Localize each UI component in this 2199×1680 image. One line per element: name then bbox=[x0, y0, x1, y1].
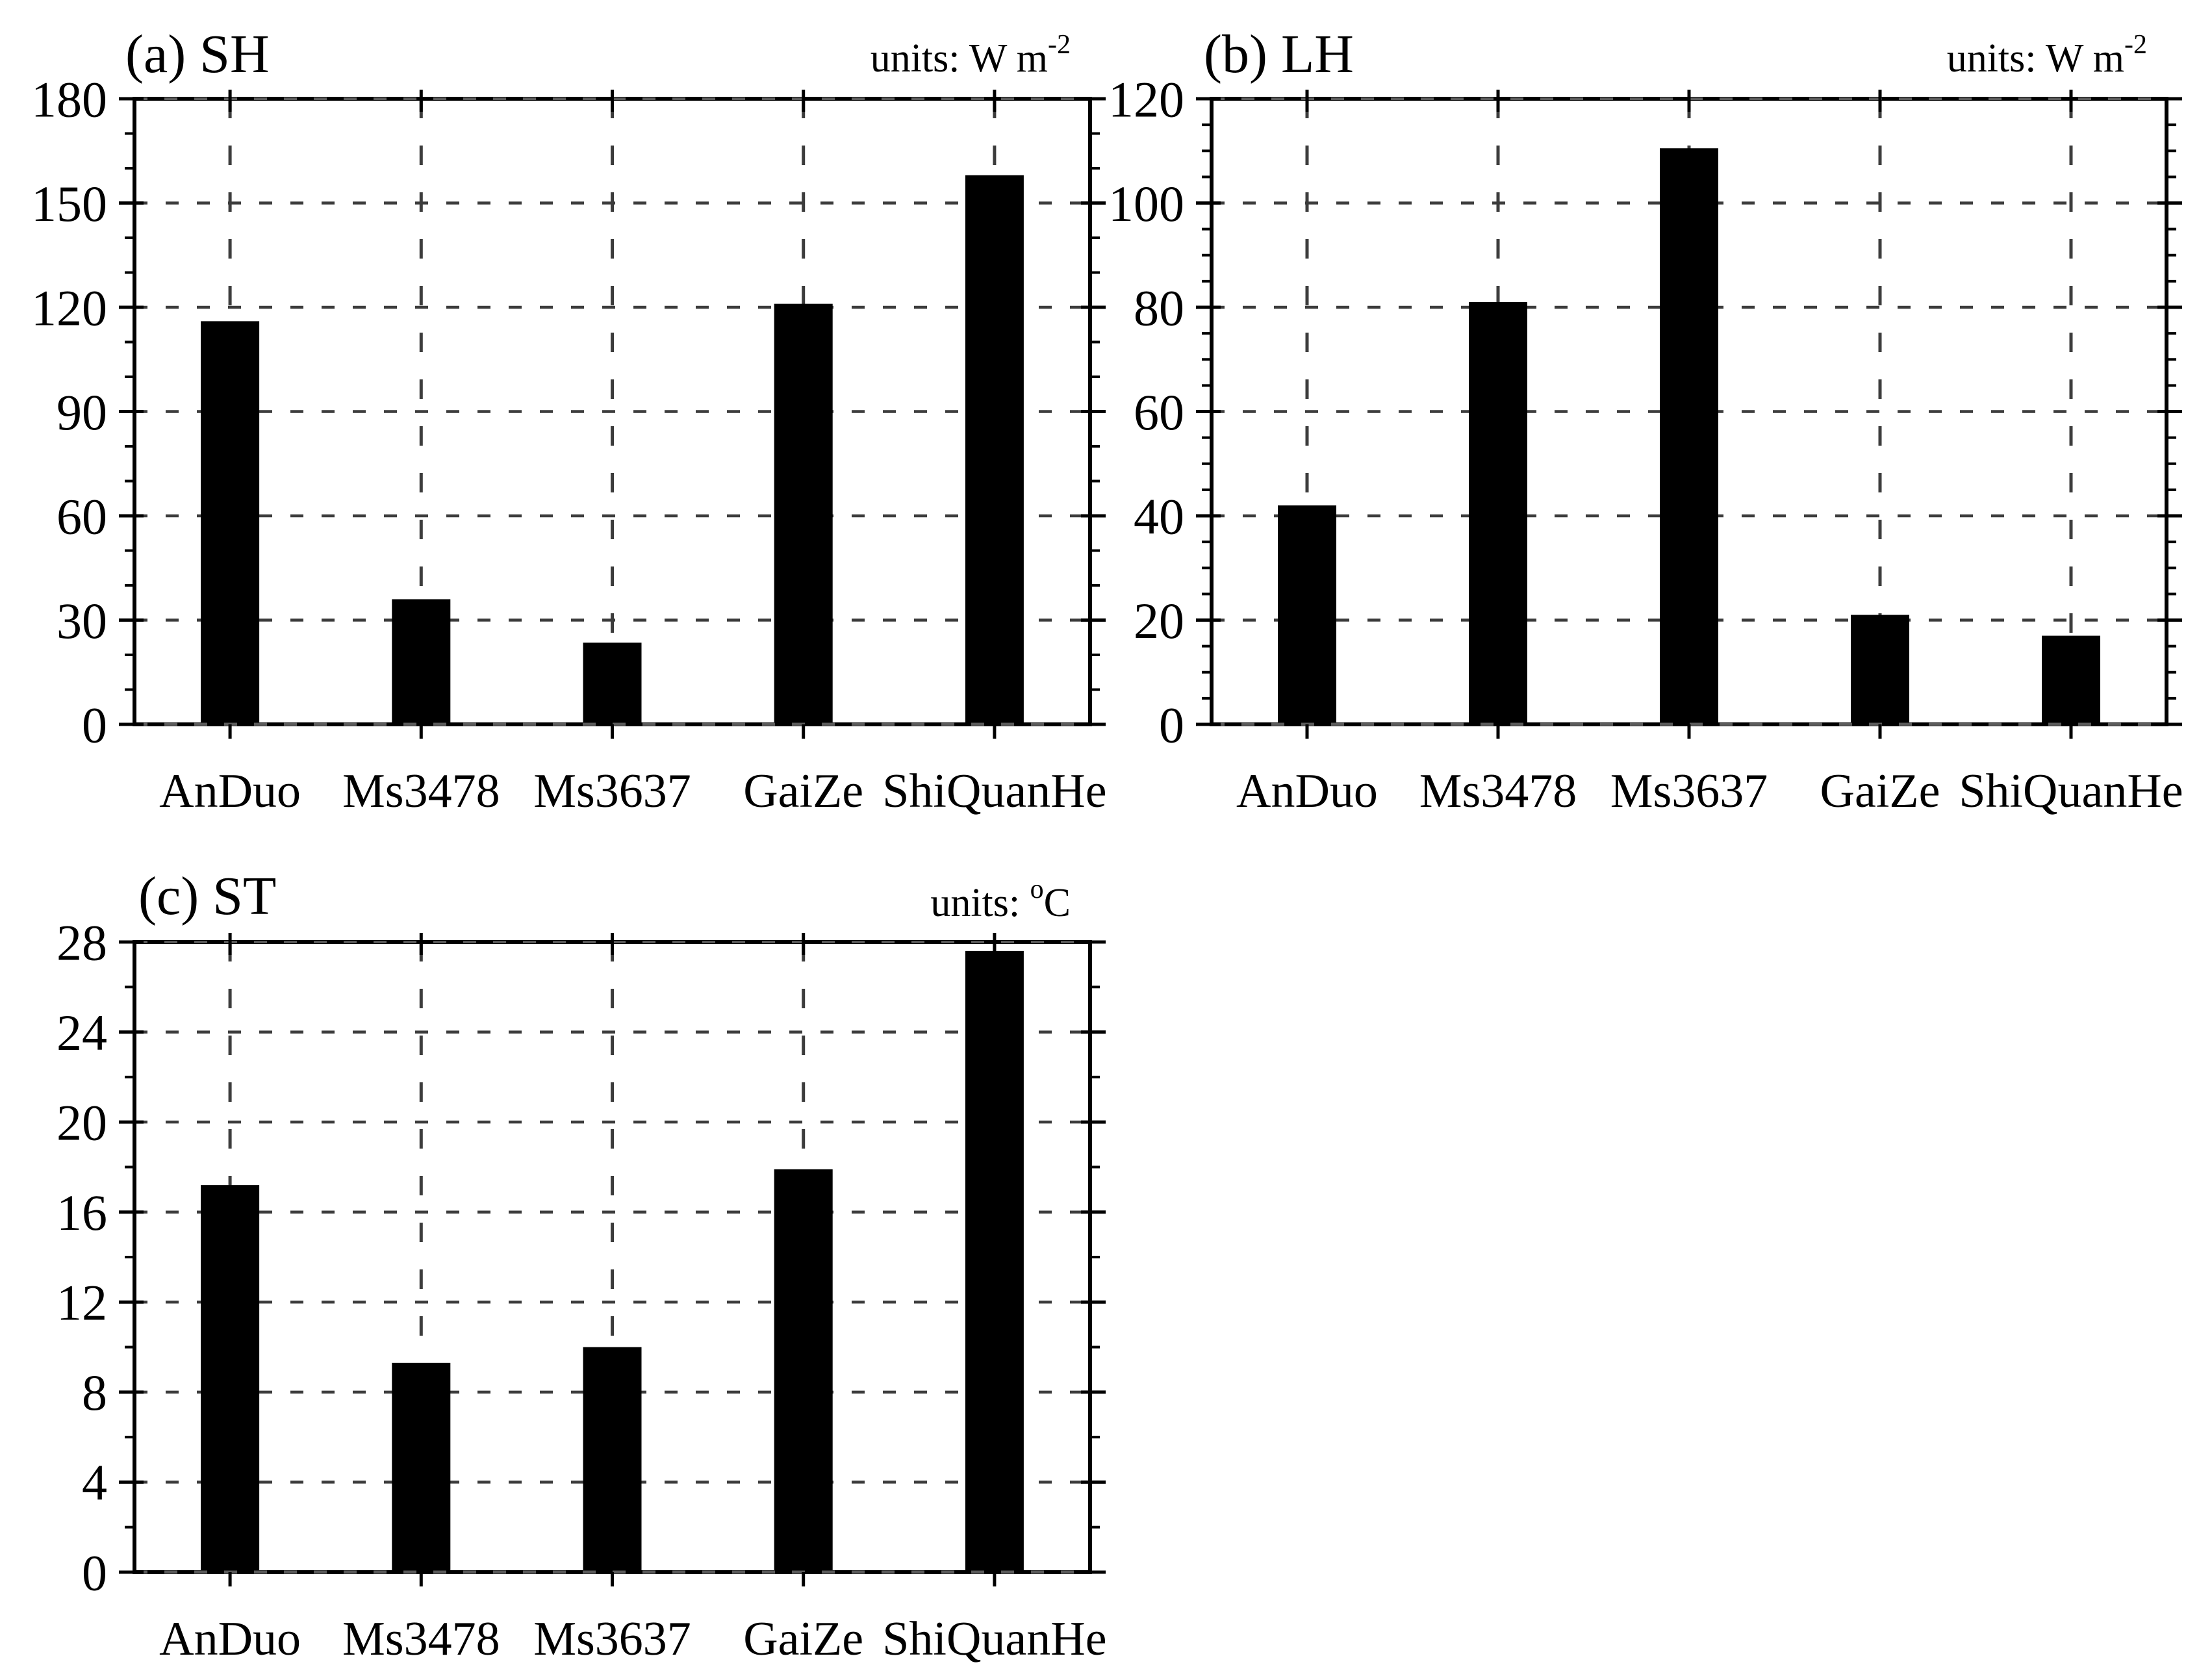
panel-a-units-sup: -2 bbox=[1048, 30, 1071, 60]
cat-label-shiquanhe: ShiQuanHe bbox=[882, 765, 1106, 818]
cat-label-gaize: GaiZe bbox=[1820, 765, 1940, 818]
panel-c-units-main: units: bbox=[930, 881, 1030, 925]
bar-ms3478 bbox=[1469, 301, 1527, 725]
panel-c-units: units: oC bbox=[616, 876, 1071, 928]
ytick-label-60: 60 bbox=[57, 488, 107, 544]
y-tick-labels: 0 4 8 12 16 20 24 28 bbox=[57, 914, 107, 1601]
panel-a-units: units: W m-2 bbox=[616, 31, 1071, 83]
cat-label-ms3637: Ms3637 bbox=[533, 765, 691, 818]
ytick-label-80: 80 bbox=[1134, 279, 1184, 336]
panel-c: 0 4 8 12 16 20 24 28 AnDuo Ms3478 Ms3637 GaiZe ShiQu… bbox=[57, 914, 1107, 1666]
ytick-label-120: 120 bbox=[31, 279, 107, 336]
category-ticks bbox=[228, 933, 997, 1586]
ytick-label-28: 28 bbox=[57, 914, 107, 971]
cat-label-anduo: AnDuo bbox=[159, 765, 301, 818]
y-tick-labels: 0 20 40 60 80 100 120 bbox=[1108, 71, 1184, 753]
ytick-label-0: 0 bbox=[82, 1544, 107, 1601]
panel-b-units: units: W m-2 bbox=[1692, 31, 2147, 83]
cat-label-ms3637: Ms3637 bbox=[533, 1612, 691, 1666]
ytick-label-0: 0 bbox=[1159, 696, 1184, 753]
bars bbox=[201, 950, 1024, 1572]
ytick-label-16: 16 bbox=[57, 1184, 107, 1241]
y-ticks bbox=[119, 940, 1106, 1574]
panel-a-title: (a) SH bbox=[125, 24, 270, 84]
cat-label-gaize: GaiZe bbox=[743, 1612, 863, 1666]
category-labels: AnDuo Ms3478 Ms3637 GaiZe ShiQuanHe bbox=[159, 1612, 1106, 1666]
ytick-label-0: 0 bbox=[82, 696, 107, 753]
ytick-label-8: 8 bbox=[82, 1364, 107, 1421]
ytick-label-150: 150 bbox=[31, 175, 107, 232]
panel-b: 0 20 40 60 80 100 120 AnDuo Ms3478 Ms3637 GaiZe Shi… bbox=[1108, 71, 2183, 818]
ytick-label-180: 180 bbox=[31, 71, 107, 127]
ytick-label-90: 90 bbox=[57, 384, 107, 440]
category-labels: AnDuo Ms3478 Ms3637 GaiZe ShiQuanHe bbox=[1236, 765, 2183, 818]
category-labels: AnDuo Ms3478 Ms3637 GaiZe ShiQuanHe bbox=[159, 765, 1106, 818]
ytick-label-20: 20 bbox=[57, 1094, 107, 1151]
panel-c-units-tail: C bbox=[1043, 881, 1071, 925]
bar-gaize bbox=[774, 303, 833, 724]
bar-anduo bbox=[201, 1185, 260, 1572]
bar-anduo bbox=[1278, 505, 1336, 724]
bar-anduo bbox=[201, 321, 260, 724]
bar-ms3637 bbox=[583, 643, 642, 724]
bars bbox=[1278, 148, 2100, 725]
ytick-label-24: 24 bbox=[57, 1004, 107, 1061]
cat-label-anduo: AnDuo bbox=[159, 1612, 301, 1666]
bar-gaize bbox=[774, 1169, 833, 1572]
cat-label-anduo: AnDuo bbox=[1236, 765, 1378, 818]
ytick-label-60: 60 bbox=[1134, 384, 1184, 440]
bar-ms3478 bbox=[392, 1362, 451, 1572]
cat-label-gaize: GaiZe bbox=[743, 765, 863, 818]
panel-c-units-sup: o bbox=[1030, 874, 1044, 904]
ytick-label-20: 20 bbox=[1134, 592, 1184, 649]
cat-label-shiquanhe: ShiQuanHe bbox=[882, 1612, 1106, 1666]
panel-b-units-main: units: W m bbox=[1946, 36, 2124, 81]
category-ticks bbox=[228, 90, 997, 739]
bar-ms3637 bbox=[1660, 148, 1718, 725]
cat-label-ms3478: Ms3478 bbox=[342, 765, 500, 818]
bar-ms3637 bbox=[583, 1347, 642, 1572]
ytick-label-40: 40 bbox=[1134, 488, 1184, 544]
category-ticks bbox=[1305, 90, 2073, 739]
bar-shiquanhe bbox=[965, 175, 1024, 724]
panel-a-units-main: units: W m bbox=[870, 36, 1048, 81]
bar-gaize bbox=[1851, 615, 1909, 724]
panel-a: 0 30 60 90 120 150 180 AnDuo Ms3478 Ms3637 GaiZe Sh… bbox=[31, 71, 1107, 818]
ytick-label-4: 4 bbox=[82, 1455, 107, 1511]
cat-label-ms3637: Ms3637 bbox=[1610, 765, 1768, 818]
ytick-label-30: 30 bbox=[57, 592, 107, 649]
cat-label-ms3478: Ms3478 bbox=[342, 1612, 500, 1666]
y-ticks bbox=[119, 97, 1106, 726]
ytick-label-12: 12 bbox=[57, 1275, 107, 1331]
cat-label-ms3478: Ms3478 bbox=[1419, 765, 1577, 818]
bar-shiquanhe bbox=[2042, 635, 2100, 724]
ytick-label-100: 100 bbox=[1108, 175, 1184, 232]
bar-ms3478 bbox=[392, 599, 451, 724]
y-tick-labels: 0 30 60 90 120 150 180 bbox=[31, 71, 107, 753]
bar-shiquanhe bbox=[965, 950, 1024, 1572]
panel-b-units-sup: -2 bbox=[2124, 30, 2147, 60]
y-ticks bbox=[1196, 97, 2182, 726]
cat-label-shiquanhe: ShiQuanHe bbox=[1959, 765, 2183, 818]
panel-c-title: (c) ST bbox=[138, 866, 277, 926]
ytick-label-120: 120 bbox=[1108, 71, 1184, 127]
panel-b-title: (b) LH bbox=[1204, 24, 1354, 84]
bars bbox=[201, 175, 1024, 724]
